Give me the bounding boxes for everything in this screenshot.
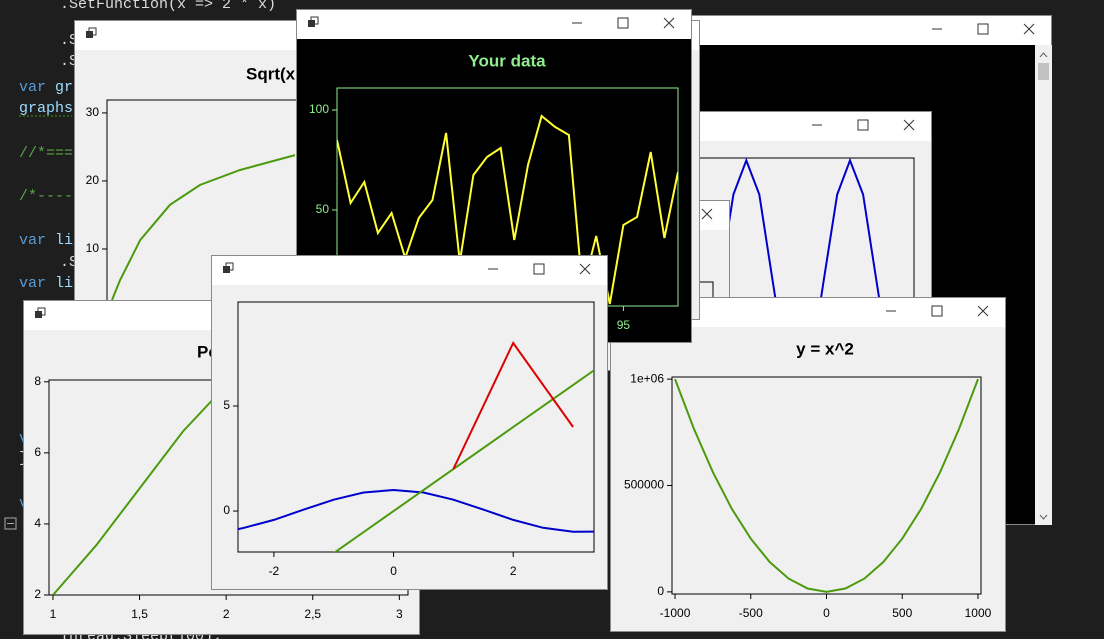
chart-title: y = x^2	[796, 339, 854, 358]
code-text: .S	[60, 53, 78, 70]
x-tick-label: -500	[739, 606, 763, 620]
x-tick-label: 1	[50, 607, 57, 621]
x-tick-label: 2,5	[304, 607, 321, 621]
code-text: .SetFunction(x => 2 * x)	[60, 0, 276, 13]
chart-title: Your data	[468, 51, 546, 70]
code-text: graphs	[19, 100, 73, 117]
close-button[interactable]	[663, 17, 675, 29]
series-line	[333, 369, 594, 552]
code-text: var	[19, 79, 46, 96]
plot-area	[674, 378, 979, 593]
y-tick-label: 0	[223, 503, 230, 517]
x-tick-label: 3	[396, 607, 403, 621]
window-body	[610, 297, 1006, 632]
maximize-button[interactable]	[931, 305, 943, 317]
y-tick-label: 5	[223, 398, 230, 412]
x-tick-label: 2	[223, 607, 230, 621]
plot-frame	[237, 301, 595, 553]
scroll-down[interactable]	[1039, 514, 1048, 520]
maximize-button[interactable]	[533, 263, 545, 275]
scroll-thumb[interactable]	[1038, 63, 1049, 80]
scrollbar[interactable]	[1035, 45, 1052, 525]
window-body	[211, 255, 608, 590]
code-text: /*----	[19, 188, 73, 205]
y-tick-label: 0	[657, 584, 664, 598]
window-border	[211, 255, 608, 590]
code-text: .S	[60, 254, 78, 271]
y-tick-label: 1e+06	[630, 371, 664, 385]
window-border	[610, 297, 1006, 632]
y-tick-label: 20	[86, 173, 100, 187]
x-tick-label: 0	[390, 564, 397, 578]
fold-marker[interactable]	[4, 517, 17, 530]
plot-area	[111, 154, 296, 301]
x-tick-label: 0	[823, 606, 830, 620]
y-tick-label: 2	[34, 587, 41, 601]
y-tick-label: 10	[86, 241, 100, 255]
x-tick-label: 500	[892, 606, 912, 620]
y-tick-label: 30	[86, 105, 100, 119]
x-tick-label: 2	[510, 564, 517, 578]
close-button[interactable]	[579, 263, 591, 275]
x-tick-label: -1000	[660, 606, 691, 620]
title-bar	[211, 255, 608, 285]
title-bar	[660, 15, 1052, 45]
plot-area	[238, 341, 594, 552]
window: 0 5 -2 0 2	[211, 255, 608, 590]
plot-area	[337, 114, 678, 305]
y-tick-label: 50	[316, 202, 330, 216]
close-button[interactable]	[701, 208, 713, 220]
y-tick-label: 500000	[624, 478, 664, 492]
series-line	[337, 114, 678, 305]
x-tick-label: 95	[617, 318, 631, 332]
app-icon	[37, 307, 46, 316]
series-line	[452, 341, 574, 470]
code-text: li	[55, 275, 73, 292]
maximize-button[interactable]	[857, 119, 869, 131]
code-text: var	[19, 275, 46, 292]
code-text: gr	[55, 79, 73, 96]
chart-title: Sqrt(x	[246, 64, 296, 83]
y-tick-label: 4	[34, 516, 41, 530]
code-text: var	[19, 232, 46, 249]
app-icon	[88, 27, 97, 36]
close-button[interactable]	[1023, 23, 1035, 35]
app-icon	[310, 16, 319, 25]
title-bar	[296, 9, 692, 39]
series-line	[111, 154, 296, 301]
y-tick-label: 6	[34, 445, 41, 459]
plot-area	[52, 384, 227, 595]
plot-area	[702, 158, 914, 371]
series-line	[238, 488, 594, 533]
scroll-up[interactable]	[1039, 52, 1048, 58]
close-button[interactable]	[977, 305, 989, 317]
x-tick-label: -2	[269, 564, 280, 578]
x-tick-label: 1,5	[131, 607, 148, 621]
close-button[interactable]	[903, 119, 915, 131]
series-line	[52, 384, 227, 595]
code-text: .S	[60, 32, 78, 49]
series-line	[702, 158, 914, 371]
app-icon	[225, 262, 234, 271]
maximize-button[interactable]	[617, 17, 629, 29]
maximize-button[interactable]	[977, 23, 989, 35]
code-text: //*===	[19, 145, 73, 162]
window: y = x^2 0 500000 1e+06 -1000 -500 0 500 1000	[610, 297, 1006, 632]
x-tick-label: 1000	[965, 606, 992, 620]
y-tick-label: 8	[34, 374, 41, 388]
y-tick-label: 100	[309, 102, 329, 116]
code-text: li	[55, 232, 73, 249]
series-line	[674, 378, 979, 593]
